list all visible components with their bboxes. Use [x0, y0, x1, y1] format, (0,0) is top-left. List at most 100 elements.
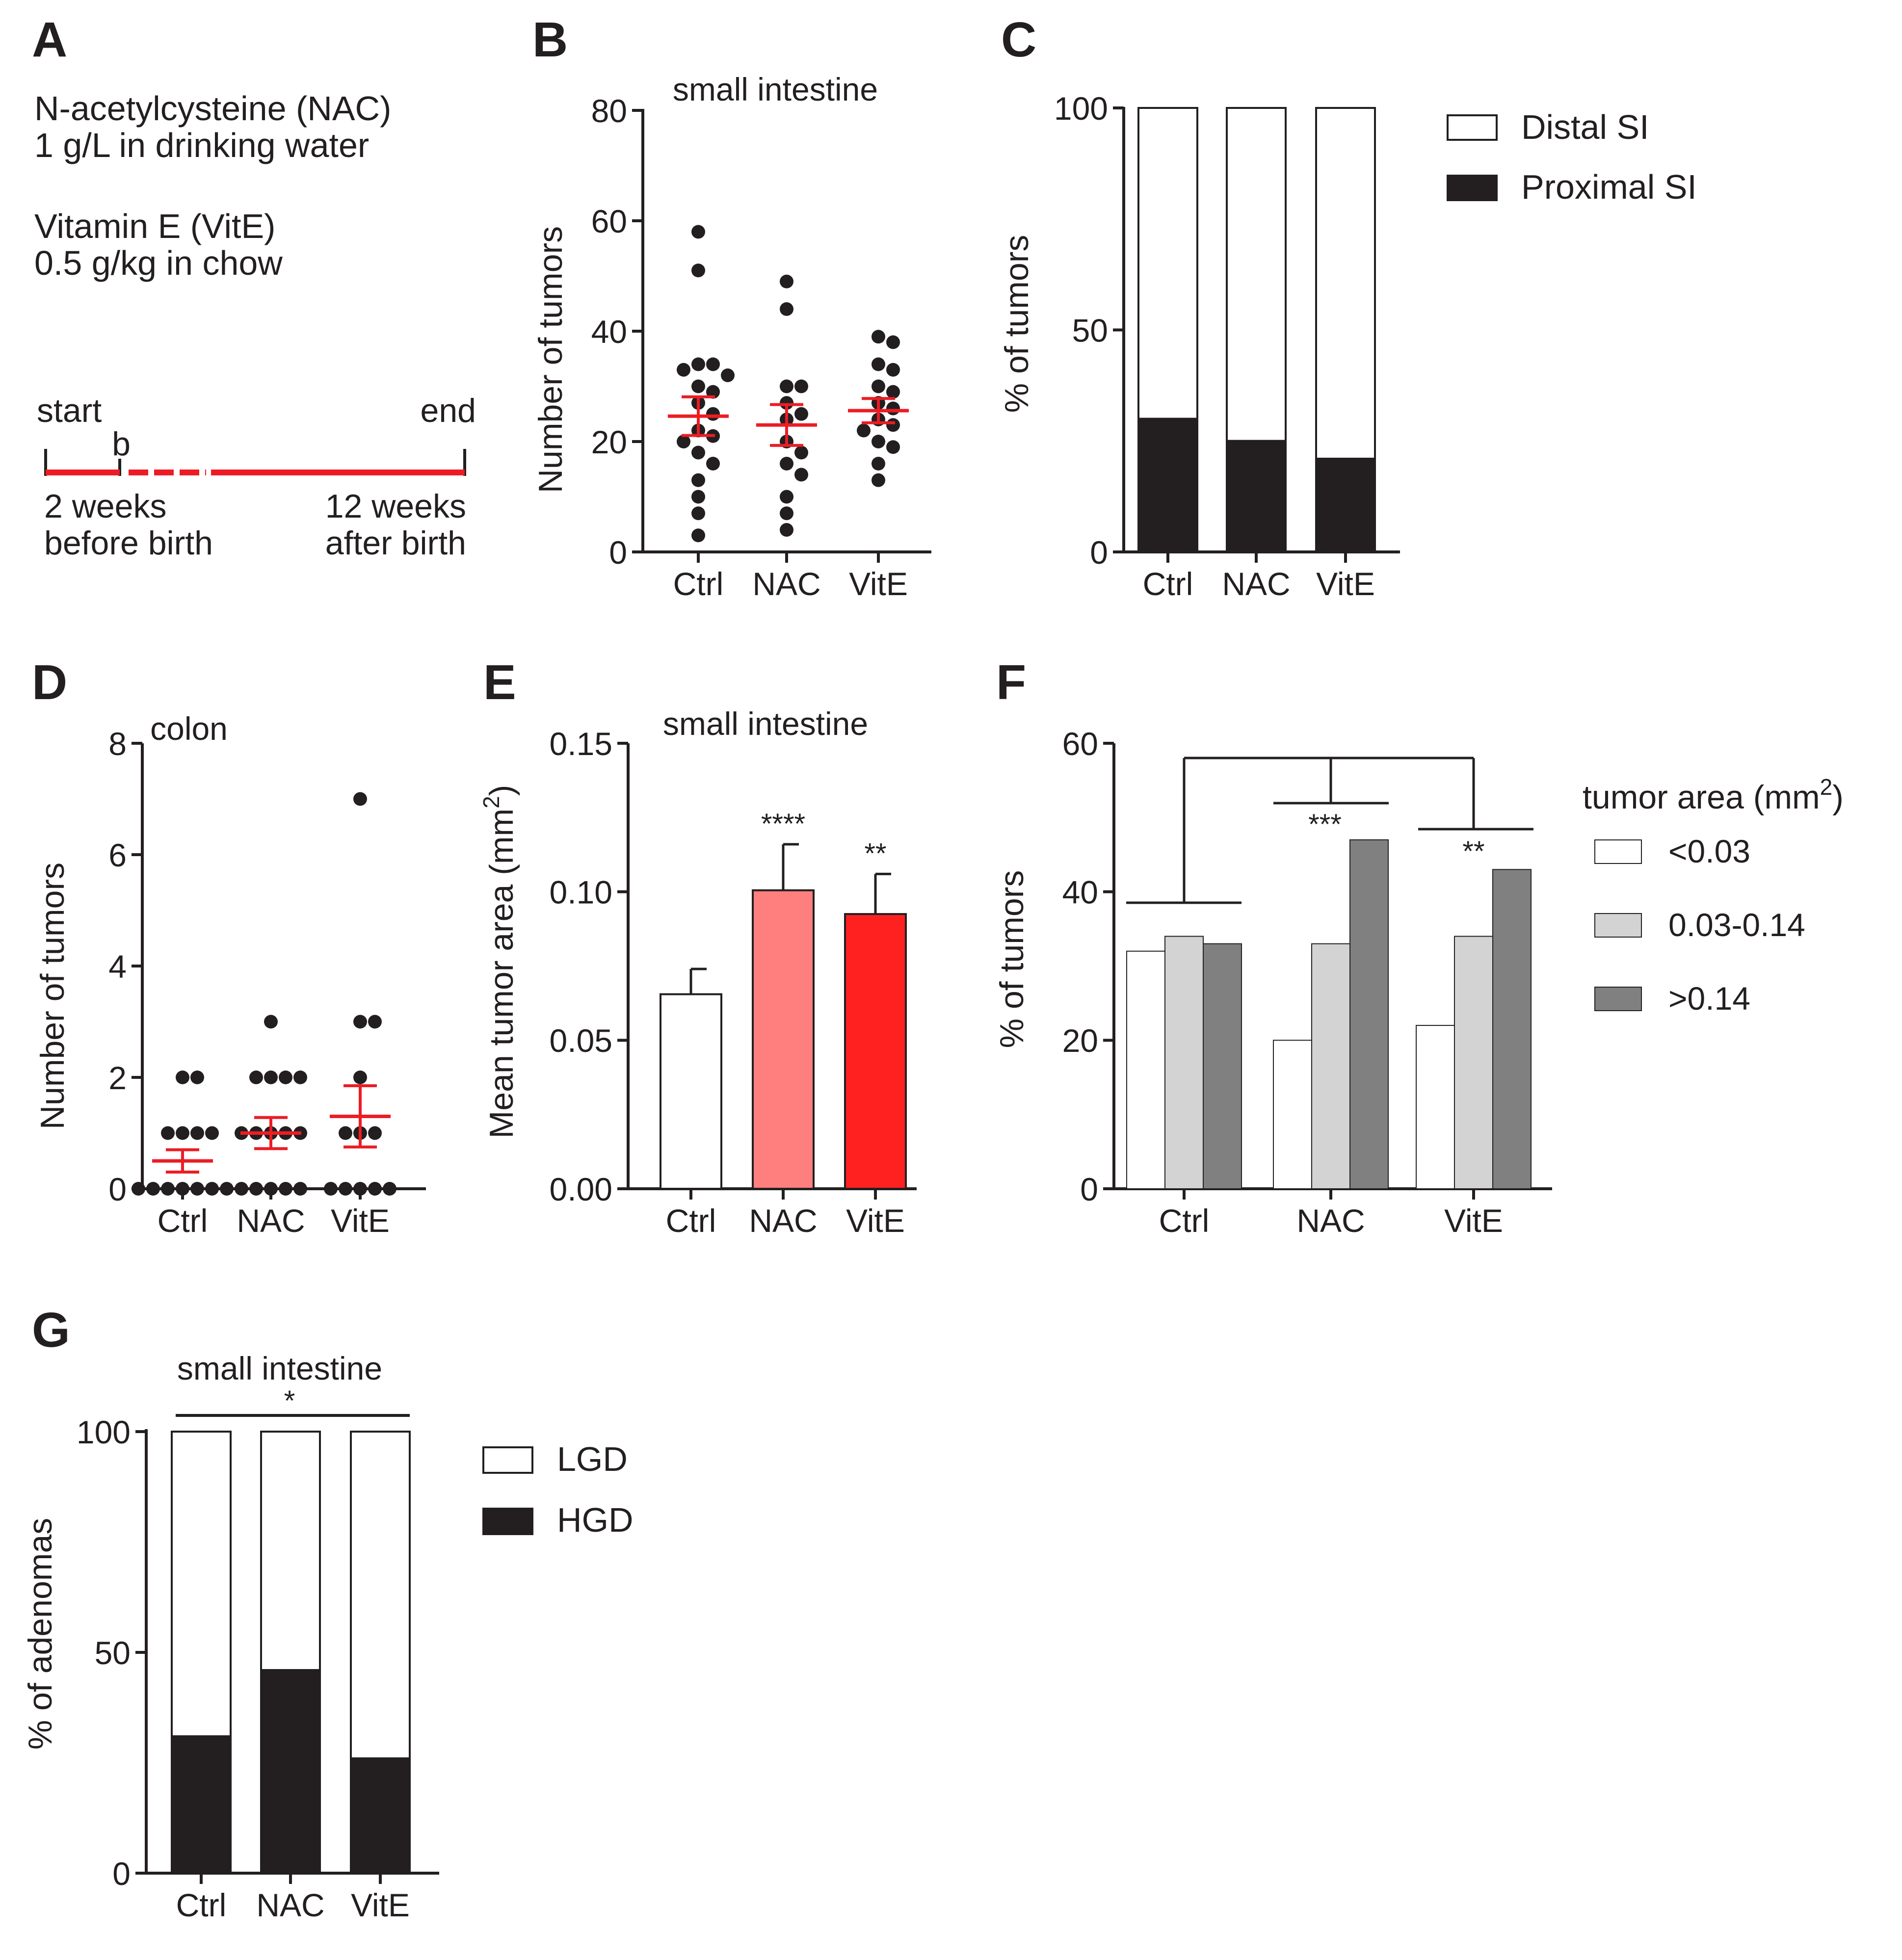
bar->0.14: [1349, 839, 1389, 1189]
data-point: [324, 1182, 338, 1196]
legend-title-end: ): [1832, 779, 1844, 816]
y-tick-label: 100: [77, 1414, 131, 1450]
panel-g-bars: [171, 1431, 411, 1874]
legend-label-proximal: Proximal SI: [1521, 168, 1697, 206]
data-point: [353, 1182, 367, 1196]
x-tick-label: NAC: [752, 566, 820, 602]
x-tick-label: Ctrl: [666, 1202, 716, 1239]
timeline-right-2: after birth: [325, 524, 466, 562]
panel-d-letter: D: [32, 655, 67, 710]
panel-f-xticks: Ctrl NAC VitE: [1159, 1189, 1503, 1239]
data-point: [353, 1071, 367, 1084]
x-tick-label: NAC: [1296, 1202, 1365, 1239]
panel-b-axes: [641, 109, 931, 553]
bar-0.03-0.14: [1454, 936, 1493, 1189]
y-tick-label: 0.05: [550, 1022, 612, 1059]
panel-f-ylabel: % of tumors: [993, 870, 1030, 1048]
x-tick-label: Ctrl: [176, 1887, 227, 1923]
legend-swatch-lgd: [482, 1446, 533, 1474]
y-tick-label: 0.00: [550, 1171, 612, 1207]
bar-lower: [260, 1669, 321, 1874]
bar: [660, 993, 722, 1190]
panel-e-xticks: Ctrl NAC VitE: [666, 1189, 905, 1239]
panel-e-ylabel-end: ): [483, 785, 520, 796]
x-tick-label: VitE: [849, 566, 908, 602]
y-tick-label: 8: [108, 726, 127, 762]
data-point: [794, 468, 808, 482]
data-point: [176, 1182, 189, 1196]
bar->0.14: [1492, 869, 1532, 1190]
panel-g-title: small intestine: [177, 1350, 382, 1386]
vite-dose: 0.5 g/kg in chow: [34, 244, 283, 282]
bar->0.14: [1203, 943, 1242, 1189]
panel-f-legend: tumor area (mm2) <0.03 0.03-0.14 >0.14: [1583, 774, 1844, 1017]
legend-swatch-small: [1594, 839, 1642, 864]
legend-label-hgd: HGD: [557, 1501, 634, 1539]
bar-<0.03: [1273, 1040, 1312, 1189]
data-point: [161, 1182, 175, 1196]
y-tick-label: 40: [591, 314, 627, 350]
legend-swatch-proximal: [1447, 175, 1498, 201]
data-point: [857, 423, 871, 438]
data-point: [677, 363, 690, 377]
y-tick-label: 0.10: [550, 874, 612, 910]
data-point: [161, 1126, 175, 1140]
data-point: [706, 407, 720, 421]
y-tick-label: 2: [108, 1060, 127, 1096]
data-point: [691, 357, 705, 371]
panel-b-yticks: 0 20 40 60 80: [591, 93, 643, 571]
data-point: [691, 225, 705, 239]
data-point: [706, 457, 720, 470]
x-tick-label: VitE: [1316, 566, 1375, 602]
data-point: [293, 1182, 307, 1196]
data-point: [794, 407, 808, 421]
panel-c-xticks: Ctrl NAC VitE: [1143, 552, 1375, 602]
data-point: [677, 435, 690, 448]
bar: [844, 913, 907, 1190]
panel-g-legend: LGD HGD: [482, 1440, 634, 1539]
data-point: [691, 528, 705, 543]
x-tick-label: VitE: [351, 1887, 410, 1923]
panel-f-bars: [1126, 839, 1532, 1190]
x-tick-label: Ctrl: [158, 1202, 208, 1239]
x-tick-label: NAC: [237, 1202, 305, 1239]
panel-f-yticks: 0 20 40 60: [1062, 726, 1114, 1207]
y-tick-label: 40: [1062, 874, 1098, 910]
panel-c-legend: Distal SI Proximal SI: [1447, 108, 1697, 206]
data-point: [220, 1182, 234, 1196]
panel-e-bars: ******: [660, 808, 907, 1190]
data-point: [706, 385, 720, 399]
data-point: [353, 792, 367, 806]
panel-g-sig: *: [284, 1385, 295, 1417]
y-tick-label: 0: [112, 1855, 131, 1892]
data-point: [886, 418, 900, 432]
panel-e-ylabel: Mean tumor area (mm2): [478, 785, 520, 1139]
data-point: [132, 1182, 145, 1196]
panel-f-sig-vite: **: [1462, 836, 1484, 867]
x-tick-label: NAC: [749, 1202, 817, 1239]
nac-label: N-acetylcysteine (NAC): [34, 89, 391, 128]
bar-0.03-0.14: [1311, 943, 1350, 1189]
x-tick-label: NAC: [256, 1887, 324, 1923]
data-point: [691, 379, 705, 393]
x-tick-label: VitE: [1444, 1202, 1503, 1239]
data-point: [264, 1182, 278, 1196]
y-tick-label: 20: [591, 424, 627, 460]
panel-g-xticks: Ctrl NAC VitE: [176, 1873, 410, 1923]
y-tick-label: 50: [1072, 312, 1108, 348]
panel-e-ylabel-sup: 2: [478, 796, 504, 809]
data-point: [279, 1182, 292, 1196]
data-point: [353, 1015, 367, 1029]
bar-0.03-0.14: [1164, 936, 1204, 1189]
data-point: [886, 440, 900, 454]
panel-d-axes: [141, 743, 426, 1190]
data-point: [691, 490, 705, 504]
data-point: [706, 357, 720, 371]
data-point: [780, 523, 793, 537]
data-point: [205, 1126, 219, 1140]
data-point: [886, 401, 900, 416]
bar-lower: [1137, 418, 1198, 553]
data-point: [190, 1071, 204, 1084]
bar-lower: [171, 1735, 232, 1874]
panel-d-yticks: 0 2 4 6 8: [108, 726, 142, 1207]
